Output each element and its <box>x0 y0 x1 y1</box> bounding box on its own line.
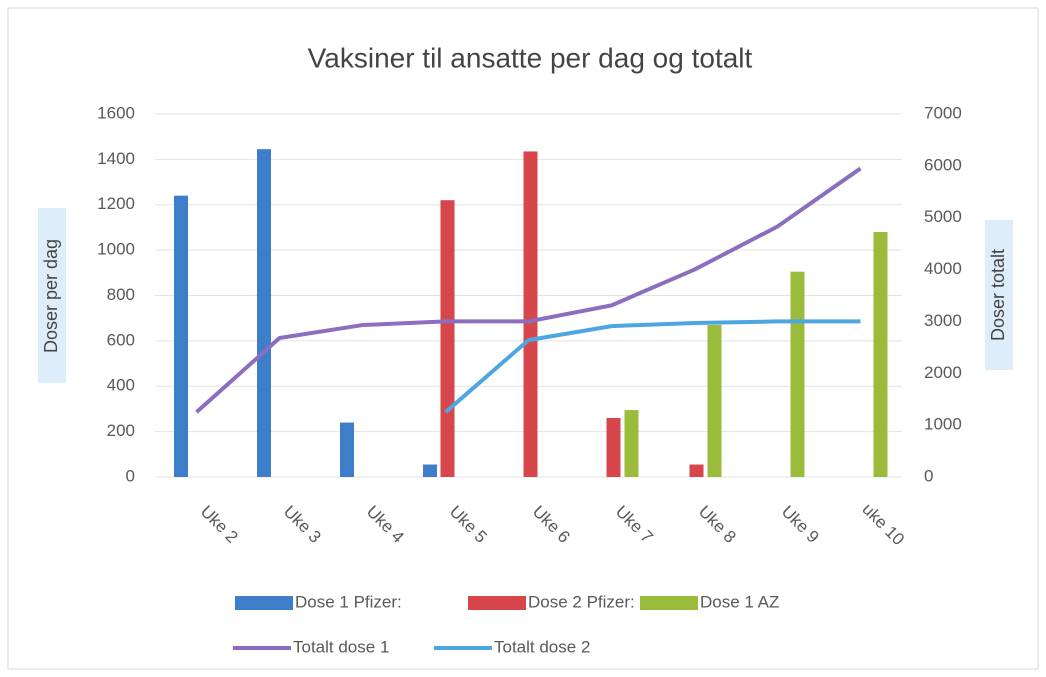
legend-label: Totalt dose 1 <box>293 637 389 656</box>
bar <box>523 151 538 477</box>
y-tick-label: 200 <box>107 421 135 440</box>
y-tick-label: 1600 <box>97 103 135 122</box>
y-axis-label: Doser per dag <box>41 239 61 353</box>
bar <box>624 410 639 477</box>
bar <box>689 464 704 477</box>
legend-label: Totalt dose 2 <box>494 637 590 656</box>
legend-label: Dose 1 AZ <box>700 592 779 611</box>
legend-label: Dose 1 Pfizer: <box>295 592 402 611</box>
bar <box>340 422 354 477</box>
bar <box>423 464 437 477</box>
bar <box>440 200 455 477</box>
y2-tick-label: 3000 <box>924 311 962 330</box>
y2-axis-label: Doser totalt <box>988 249 1008 341</box>
bar <box>873 231 888 477</box>
legend-swatch <box>468 596 526 610</box>
chart-title: Vaksiner til ansatte per dag og totalt <box>308 42 753 73</box>
y-tick-label: 1200 <box>97 194 135 213</box>
bar <box>606 418 621 477</box>
y-tick-label: 400 <box>107 376 135 395</box>
y-tick-label: 800 <box>107 285 135 304</box>
legend-swatch <box>640 596 698 610</box>
y2-tick-label: 1000 <box>924 415 962 434</box>
bar <box>174 195 188 478</box>
y-tick-label: 1400 <box>97 149 135 168</box>
y-tick-label: 1000 <box>97 240 135 259</box>
y2-tick-label: 5000 <box>924 207 962 226</box>
legend-label: Dose 2 Pfizer: <box>528 592 635 611</box>
y-label-bg <box>38 208 66 383</box>
line <box>195 166 862 414</box>
y2-tick-label: 0 <box>924 466 933 485</box>
y-tick-label: 600 <box>107 330 135 349</box>
bar <box>790 271 805 477</box>
y2-tick-label: 2000 <box>924 363 962 382</box>
bar <box>707 324 722 477</box>
y2-tick-label: 4000 <box>924 259 962 278</box>
legend-swatch <box>235 596 293 610</box>
line <box>444 319 861 414</box>
y-tick-label: 0 <box>126 466 135 485</box>
y2-label-bg <box>985 220 1013 370</box>
bar <box>257 149 271 477</box>
y2-tick-label: 7000 <box>924 103 962 122</box>
y2-tick-label: 6000 <box>924 155 962 174</box>
